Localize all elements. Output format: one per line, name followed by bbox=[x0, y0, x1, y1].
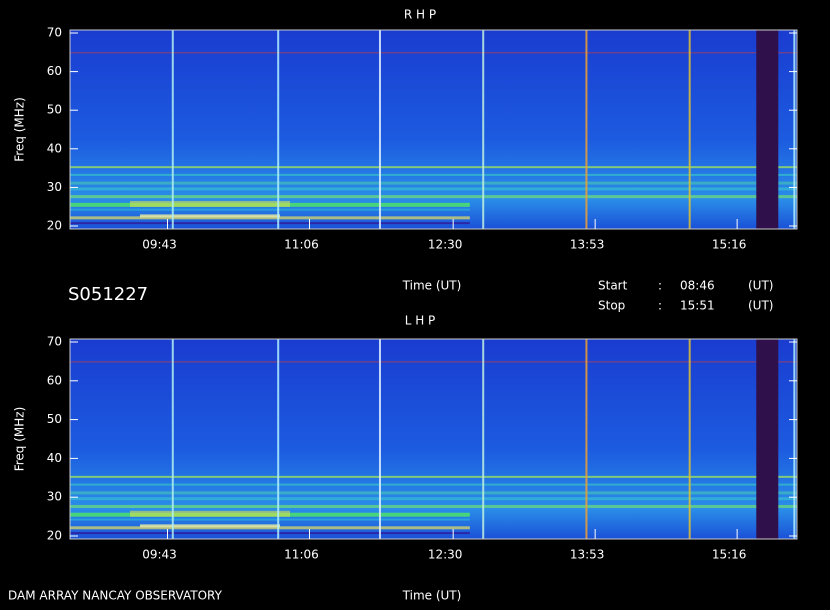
start-label: Start bbox=[598, 279, 628, 293]
calibration-line bbox=[585, 339, 588, 539]
emission-band bbox=[70, 491, 797, 495]
separator: : bbox=[658, 279, 662, 293]
x-tick-label: 12:30 bbox=[428, 238, 463, 252]
calibration-line bbox=[585, 30, 588, 229]
calibration-line bbox=[793, 339, 796, 539]
emission-band bbox=[70, 173, 797, 176]
calibration-line bbox=[688, 339, 691, 539]
emission-band bbox=[70, 483, 797, 486]
y-tick-label: 40 bbox=[47, 141, 62, 155]
emission-band bbox=[70, 532, 470, 535]
y-tick-label: 70 bbox=[47, 335, 62, 349]
calibration-line bbox=[277, 339, 280, 539]
x-axis-label: Time (UT) bbox=[402, 589, 462, 603]
separator: : bbox=[658, 299, 662, 313]
calibration-line bbox=[378, 339, 381, 539]
emission-patch bbox=[130, 510, 290, 517]
spectrum-background bbox=[70, 30, 797, 229]
y-tick-label: 60 bbox=[47, 373, 62, 387]
emission-patch bbox=[140, 524, 280, 528]
x-tick-label: 13:53 bbox=[570, 238, 605, 252]
y-tick-label: 70 bbox=[47, 26, 62, 40]
x-tick-label: 09:43 bbox=[142, 548, 177, 562]
y-axis-label: Freq (MHz) bbox=[13, 97, 27, 162]
y-axis-label: Freq (MHz) bbox=[13, 407, 27, 472]
frame bbox=[69, 338, 798, 540]
calibration-line bbox=[482, 339, 485, 539]
emission-patch bbox=[130, 200, 290, 207]
x-tick-label: 15:16 bbox=[712, 548, 747, 562]
emission-band bbox=[70, 166, 797, 169]
spectrum-background bbox=[70, 339, 797, 539]
x-axis-label: Time (UT) bbox=[402, 279, 462, 293]
calibration-line bbox=[688, 30, 691, 229]
emission-band bbox=[70, 216, 470, 220]
x-tick-label: 12:30 bbox=[428, 548, 463, 562]
y-tick-label: 30 bbox=[47, 490, 62, 504]
footer: DAM ARRAY NANCAY OBSERVATORY bbox=[8, 589, 223, 603]
emission-band bbox=[70, 361, 797, 363]
panel-title: R H P bbox=[404, 8, 436, 22]
calibration-line bbox=[482, 30, 485, 229]
emission-band bbox=[70, 52, 797, 54]
y-tick-label: 50 bbox=[47, 412, 62, 426]
emission-band bbox=[70, 181, 797, 185]
x-tick-label: 13:53 bbox=[570, 548, 605, 562]
emission-band bbox=[70, 518, 470, 521]
y-tick-label: 20 bbox=[47, 529, 62, 543]
unit: (UT) bbox=[748, 299, 773, 313]
emission-band bbox=[70, 497, 797, 501]
x-tick-label: 11:06 bbox=[284, 238, 319, 252]
stop-time: 15:51 bbox=[680, 299, 715, 313]
y-tick-label: 30 bbox=[47, 180, 62, 194]
start-time: 08:46 bbox=[680, 279, 715, 293]
stop-label: Stop bbox=[598, 299, 625, 313]
calibration-line bbox=[171, 30, 174, 229]
emission-band bbox=[70, 475, 797, 478]
y-tick-label: 50 bbox=[47, 103, 62, 117]
y-tick-label: 20 bbox=[47, 219, 62, 233]
calibration-line bbox=[171, 339, 174, 539]
emission-band bbox=[70, 526, 470, 530]
emission-band bbox=[70, 187, 797, 191]
panel-title: L H P bbox=[405, 314, 436, 328]
calibration-line bbox=[277, 30, 280, 229]
observation-id: S051227 bbox=[68, 284, 148, 305]
unit: (UT) bbox=[748, 279, 773, 293]
calibration-line bbox=[793, 30, 796, 229]
emission-band bbox=[70, 222, 470, 225]
emission-band bbox=[70, 195, 797, 199]
x-tick-label: 11:06 bbox=[284, 548, 319, 562]
data-gap bbox=[756, 30, 779, 229]
emission-band bbox=[70, 208, 470, 211]
calibration-line bbox=[378, 30, 381, 229]
frame bbox=[69, 29, 798, 230]
y-tick-label: 60 bbox=[47, 64, 62, 78]
emission-band bbox=[70, 504, 797, 508]
x-tick-label: 09:43 bbox=[142, 238, 177, 252]
data-gap bbox=[756, 339, 779, 539]
x-tick-label: 15:16 bbox=[712, 238, 747, 252]
y-tick-label: 40 bbox=[47, 451, 62, 465]
emission-patch bbox=[140, 214, 280, 218]
